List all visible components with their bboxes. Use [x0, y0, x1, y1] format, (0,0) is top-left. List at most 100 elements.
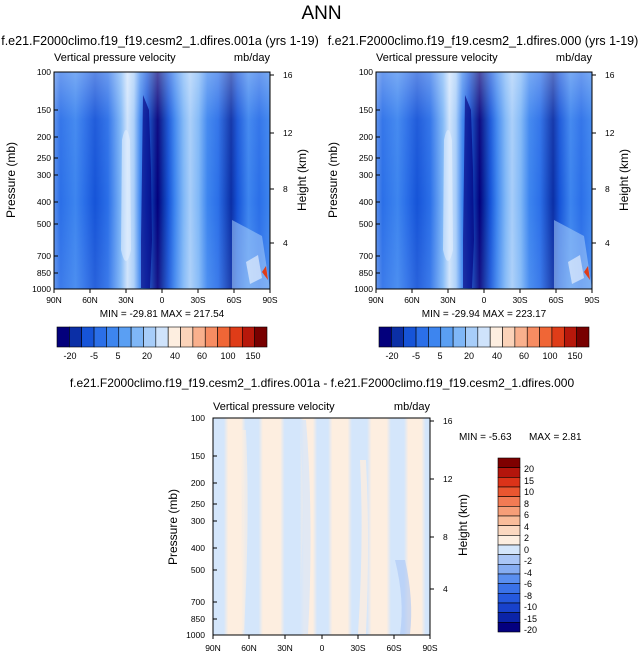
y2-axis-label: Height (km)	[617, 149, 631, 211]
x-tick-label: 90N	[46, 295, 62, 305]
colorbar-label: 20	[464, 351, 474, 361]
colorbar-swatch	[428, 326, 442, 348]
x-tick: 60N	[241, 635, 257, 653]
colorbar-swatch	[514, 326, 528, 348]
x-tick: 30S	[190, 289, 206, 305]
x-tick-label: 0	[482, 295, 487, 305]
panel-diff: f.e21.F2000climo.f19_f19.cesm2_1.dfires.…	[70, 376, 582, 653]
x-tick-label: 90N	[368, 295, 384, 305]
y-tick: 500	[359, 219, 380, 229]
y-tick-label: 200	[191, 478, 205, 488]
y2-ticks-diff: 4 8 12 16	[430, 416, 453, 594]
y-tick: 300	[191, 516, 217, 526]
x-tick-label: 90S	[422, 643, 437, 653]
colorbar-swatch	[143, 326, 157, 348]
colorbar-diff	[497, 457, 521, 633]
y-tick: 1000	[354, 284, 380, 294]
colorbar-label: 2	[524, 533, 529, 543]
colorbar-label: 20	[142, 351, 152, 361]
colorbar-swatch	[465, 326, 479, 348]
colorbar-swatch	[254, 326, 268, 348]
y-ticks-diff: 100 150 200 250 300 400 500 700 850 1000	[186, 413, 217, 640]
x-tick: 90S	[584, 289, 600, 305]
colorbar-label: 150	[567, 351, 582, 361]
y-tick-label: 700	[37, 251, 51, 261]
y-tick-label: 850	[37, 268, 51, 278]
x-tick-label: 90S	[262, 295, 277, 305]
colorbar-swatch	[241, 326, 255, 348]
colorbar-swatch	[167, 326, 181, 348]
x-tick-label: 0	[320, 643, 325, 653]
y-tick: 200	[191, 478, 217, 488]
y-tick: 700	[37, 251, 58, 261]
x-tick-label: 90N	[205, 643, 221, 653]
y-tick-label: 150	[37, 105, 51, 115]
y2-tick-label: 12	[605, 128, 615, 138]
y2-tick: 16	[270, 70, 293, 80]
y2-tick-label: 4	[283, 238, 288, 248]
x-tick: 60N	[404, 289, 420, 305]
colorbar-label: 150	[245, 351, 260, 361]
colorbar-swatch	[497, 593, 521, 604]
y-tick-label: 200	[37, 132, 51, 142]
y2-tick-label: 8	[443, 532, 448, 542]
colorbar-swatch	[391, 326, 405, 348]
colorbar-swatch	[497, 496, 521, 507]
panel-right-title: f.e21.F2000climo.f19_f19.cesm2_1.dfires.…	[328, 34, 639, 48]
colorbar-swatch	[192, 326, 206, 348]
colorbar-swatch	[489, 326, 503, 348]
x-tick: 30S	[350, 635, 366, 653]
y-tick-label: 1000	[186, 630, 205, 640]
x-tick-label: 30N	[118, 295, 134, 305]
colorbar-swatch	[502, 326, 516, 348]
y2-tick: 12	[592, 128, 615, 138]
y-tick: 400	[359, 197, 380, 207]
colorbar-swatch	[497, 457, 521, 468]
colorbar-label: 20	[524, 464, 534, 474]
panel-left-title: f.e21.F2000climo.f19_f19.cesm2_1.dfires.…	[1, 34, 319, 48]
x-tick-label: 30N	[277, 643, 293, 653]
x-tick-label: 30N	[440, 295, 456, 305]
panel-diff-subtitle-left: Vertical pressure velocity	[213, 401, 335, 413]
panel-left-subtitle-left: Vertical pressure velocity	[54, 52, 176, 64]
y-tick-label: 150	[191, 451, 205, 461]
y-tick-label: 300	[37, 170, 51, 180]
colorbar-right	[378, 326, 590, 348]
colorbar-swatch	[378, 326, 392, 348]
max-readout: MAX = 2.81	[529, 432, 582, 443]
panel-left-plot-area	[53, 71, 271, 290]
panel-right-subtitle-left: Vertical pressure velocity	[376, 52, 498, 64]
y2-tick-label: 16	[605, 70, 615, 80]
y2-ticks-left: 4 8 12 16	[270, 70, 293, 248]
y2-tick: 4	[270, 238, 288, 248]
x-tick-label: 30S	[190, 295, 205, 305]
y2-tick-label: 16	[443, 416, 453, 426]
colorbar-swatch	[497, 564, 521, 575]
y-tick-label: 1000	[32, 284, 51, 294]
y2-tick: 8	[430, 532, 448, 542]
y-tick: 150	[191, 451, 217, 461]
y-ticks-right: 100 150 200 250 300 400 500 700 850 1000	[354, 67, 380, 294]
x-tick-label: 90S	[584, 295, 599, 305]
panel-left: f.e21.F2000climo.f19_f19.cesm2_1.dfires.…	[1, 34, 319, 361]
colorbar-swatch	[497, 515, 521, 526]
y-ticks-left: 100 150 200 250 300 400 500 700 850 1000	[32, 67, 58, 294]
y-tick-label: 100	[37, 67, 51, 77]
colorbar-label: -8	[524, 591, 532, 601]
colorbar-swatch	[497, 583, 521, 594]
x-tick-label: 60N	[82, 295, 98, 305]
colorbar-swatch	[576, 326, 590, 348]
colorbar-label: 4	[524, 522, 529, 532]
x-tick-label: 60S	[386, 643, 401, 653]
x-tick-label: 0	[160, 295, 165, 305]
colorbar-swatch	[497, 622, 521, 633]
colorbar-swatch	[497, 525, 521, 536]
y-tick: 150	[359, 105, 380, 115]
colorbar-swatch	[81, 326, 95, 348]
colorbar-swatch	[497, 535, 521, 546]
x-tick-label: 60S	[548, 295, 563, 305]
colorbar-diff-labels: 20 15 10 8 6 4 2 0 -2 -4 -6 -8 -10 -15 -…	[524, 464, 537, 635]
y2-tick: 16	[430, 416, 453, 426]
x-tick-label: 60N	[241, 643, 257, 653]
y2-tick-label: 8	[605, 184, 610, 194]
